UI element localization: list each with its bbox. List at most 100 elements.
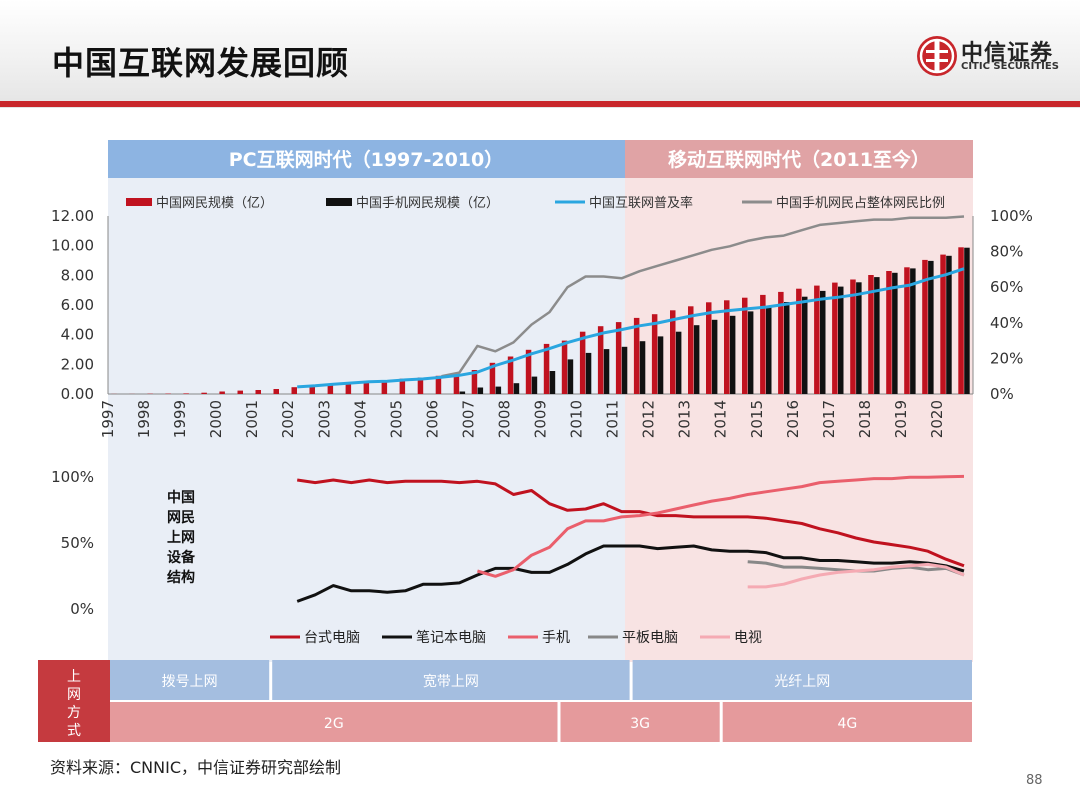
bar-internet-users (489, 362, 496, 394)
bar-mobile-users (856, 282, 862, 394)
bar-internet-users (651, 314, 658, 394)
bar-internet-users (922, 259, 928, 394)
right-axis-tick-label: 0% (990, 385, 1014, 403)
bar-mobile-users (892, 272, 898, 394)
pc-era-label: PC互联网时代（1997-2010） (229, 148, 504, 171)
bar-internet-users (724, 300, 730, 394)
logo-english: CITIC SECURITIES (961, 61, 1059, 72)
bar-mobile-users (802, 296, 808, 394)
bar-internet-users (327, 383, 334, 394)
mobile-network-label: 4G (838, 716, 858, 732)
bar-mobile-users (729, 315, 736, 394)
line-desktop (296, 478, 965, 568)
fixed-access-label: 宽带上网 (423, 673, 479, 690)
bar-internet-users (868, 275, 874, 394)
access-label-char: 上 (67, 669, 81, 685)
page-title: 中国互联网发展回顾 (52, 44, 350, 82)
bar-mobile-users (711, 319, 718, 394)
access-label-char: 方 (67, 705, 81, 721)
fixed-access-label: 光纤上网 (774, 674, 830, 690)
legend-swatch-mobile-users (326, 198, 352, 206)
legend-mobile-share: 中国手机网民占整体网民比例 (776, 196, 945, 211)
bar-mobile-users (928, 260, 934, 394)
bar-internet-users (435, 375, 442, 394)
bar-internet-users (543, 343, 550, 394)
device-title-line-1: 中国 (167, 489, 195, 506)
bar-mobile-users (747, 311, 754, 394)
bar-mobile-users (675, 331, 682, 394)
x-axis-year-label: 2003 (315, 400, 333, 438)
legend-swatch-internet-users (126, 198, 152, 206)
line-penetration (297, 267, 965, 389)
legend-tv: 电视 (734, 630, 762, 646)
bar-mobile-users (910, 268, 916, 394)
pc-era-header (108, 140, 625, 178)
right-axis-tick-label: 80% (990, 243, 1023, 261)
bar-internet-users (760, 294, 766, 394)
access-label: 上 网 方 式 (67, 669, 81, 739)
x-axis-year-label: 2004 (351, 400, 369, 438)
mobile-era-background (625, 140, 973, 662)
x-axis-year-label: 2000 (207, 400, 225, 438)
bar-internet-users (237, 390, 243, 394)
bar-internet-users (345, 382, 352, 394)
x-axis-year-label: 2006 (423, 400, 441, 438)
fixed-access-segment (632, 660, 972, 700)
bar-mobile-users (513, 383, 520, 394)
device-axis-tick-label: 100% (51, 468, 94, 486)
x-axis-year-label: 2017 (820, 400, 838, 438)
x-axis-year-label: 2009 (532, 400, 550, 438)
bar-internet-users (796, 288, 802, 394)
bar-mobile-users (495, 386, 502, 394)
bar-mobile-users (964, 247, 970, 394)
pc-era-background (108, 140, 625, 662)
fixed-access-segment (272, 660, 630, 700)
bar-internet-users (201, 392, 207, 394)
bar-mobile-users (549, 371, 556, 394)
left-axis-tick-label: 8.00 (61, 266, 94, 284)
bar-internet-users (579, 331, 586, 394)
top-chart-plot: 0.00 2.00 4.00 6.00 8.00 10.00 12.00 0% 20% 40% 60… (51, 207, 1033, 438)
bar-internet-users (886, 271, 892, 394)
access-label-cell (38, 660, 110, 742)
bar-internet-users (561, 340, 568, 394)
bar-mobile-users (784, 302, 790, 394)
right-axis-tick-label: 60% (990, 278, 1023, 296)
bar-internet-users (670, 310, 676, 394)
x-axis-year-label: 1998 (135, 400, 153, 438)
bar-internet-users (597, 326, 604, 394)
left-axis-tick-label: 12.00 (51, 207, 94, 225)
left-axis-tick-label: 0.00 (61, 385, 94, 403)
citic-logo: 中信证券 CITIC SECURITIES (915, 34, 1065, 78)
x-axis-year-label: 2010 (568, 400, 586, 438)
bar-mobile-users (946, 255, 952, 394)
bar-internet-users (291, 387, 297, 394)
legend-tablet: 平板电脑 (622, 630, 678, 646)
bar-internet-users (633, 317, 640, 394)
device-axis-tick-label: 50% (61, 534, 94, 552)
bar-internet-users (183, 393, 189, 394)
line-laptop (296, 544, 965, 603)
x-axis-year-label: 2005 (387, 400, 405, 438)
bar-mobile-users (459, 391, 466, 394)
top-chart-legend: 中国网民规模（亿） 中国手机网民规模（亿） 中国互联网普及率 中国手机网民占整体… (126, 195, 945, 211)
bar-internet-users (273, 389, 279, 394)
bar-internet-users (706, 302, 712, 394)
x-axis-year-label: 2018 (856, 400, 874, 438)
bar-internet-users (778, 291, 784, 394)
bar-mobile-users (477, 387, 484, 394)
mobile-network-label: 3G (630, 716, 650, 732)
bar-mobile-users (585, 352, 592, 394)
source-note: 资料来源：CNNIC，中信证券研究部绘制 (50, 758, 342, 777)
right-axis-tick-label: 40% (990, 314, 1023, 332)
x-axis-year-label: 2001 (243, 400, 261, 438)
device-chart-plot: 0% 50% 100% (51, 468, 965, 618)
x-axis-year-label: 1997 (99, 400, 117, 438)
logo-name: 中信证券 (961, 41, 1054, 66)
bar-internet-users (742, 297, 748, 394)
left-axis-tick-label: 10.00 (51, 237, 94, 255)
x-axis-year-label: 2014 (712, 400, 730, 438)
bar-mobile-users (567, 359, 574, 394)
bar-internet-users (940, 254, 946, 394)
line-phone (476, 474, 965, 578)
